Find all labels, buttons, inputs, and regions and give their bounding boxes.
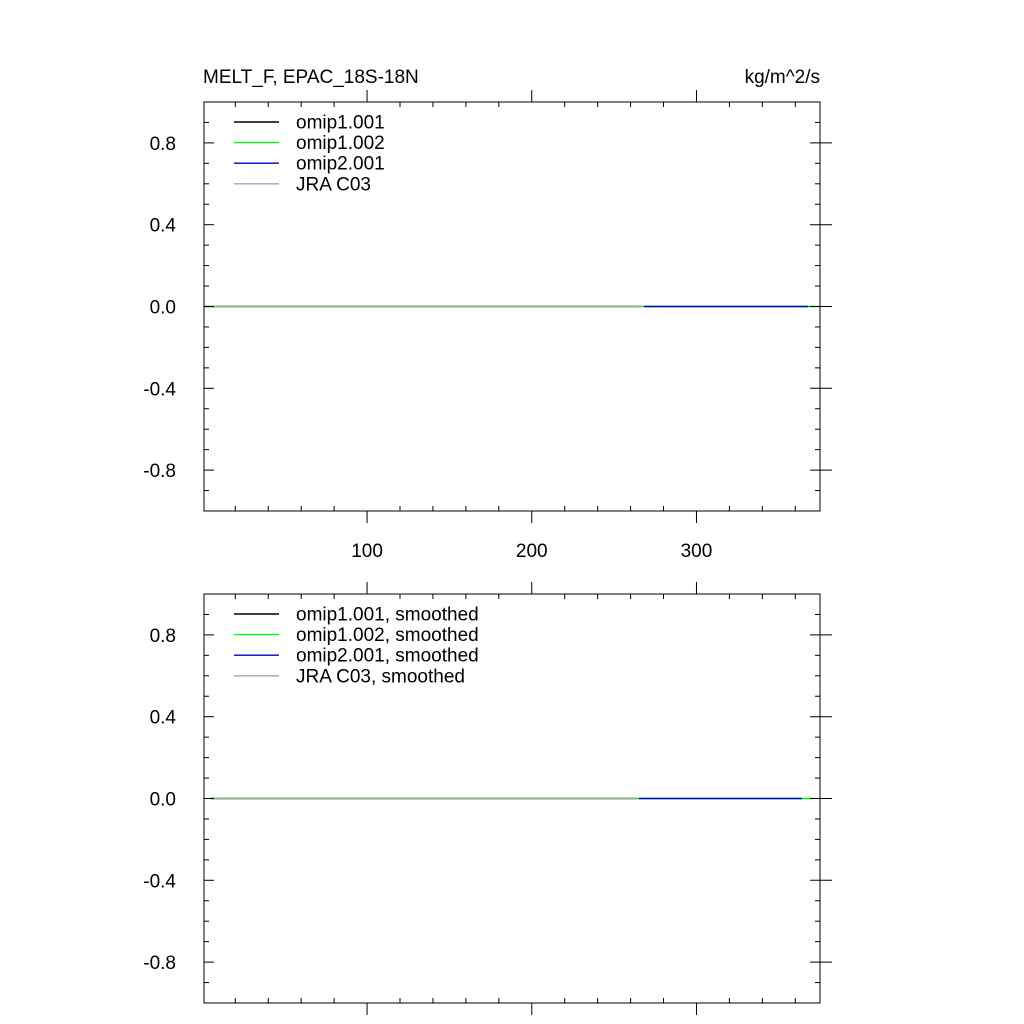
y-tick-label: -0.8 bbox=[143, 461, 176, 482]
y-tick-label: 0.8 bbox=[150, 134, 176, 155]
legend-label: omip2.001 bbox=[296, 154, 385, 175]
legend-label: omip1.002 bbox=[296, 133, 385, 154]
legend-label: JRA C03, smoothed bbox=[296, 666, 465, 687]
y-tick-label: -0.4 bbox=[143, 871, 176, 892]
panel-top: 100 200 300 -0.8 -0.4 0.0 0.4 0.8 omip1.001omip1… bbox=[143, 90, 832, 562]
x-tick-label: 100 bbox=[351, 541, 383, 562]
units-label: kg/m^2/s bbox=[745, 67, 820, 88]
y-tick-label: -0.4 bbox=[143, 379, 176, 400]
y-tick-label: 0.4 bbox=[150, 216, 177, 237]
y-tick-label: 0.0 bbox=[150, 298, 176, 319]
legend-label: omip1.001 bbox=[296, 113, 385, 134]
chart-title: MELT_F, EPAC_18S-18N bbox=[203, 67, 419, 88]
y-tick-label: 0.0 bbox=[150, 790, 176, 811]
x-tick-label: 200 bbox=[516, 541, 548, 562]
y-tick-label: -0.8 bbox=[143, 953, 176, 974]
legend-label: omip1.002, smoothed bbox=[296, 625, 479, 646]
legend-label: omip2.001, smoothed bbox=[296, 646, 479, 667]
y-tick-label: 0.8 bbox=[150, 626, 176, 647]
y-tick-label: 0.4 bbox=[150, 708, 177, 729]
legend-label: omip1.001, smoothed bbox=[296, 605, 479, 626]
legend-label: JRA C03 bbox=[296, 174, 371, 195]
x-tick-label: 300 bbox=[681, 541, 713, 562]
